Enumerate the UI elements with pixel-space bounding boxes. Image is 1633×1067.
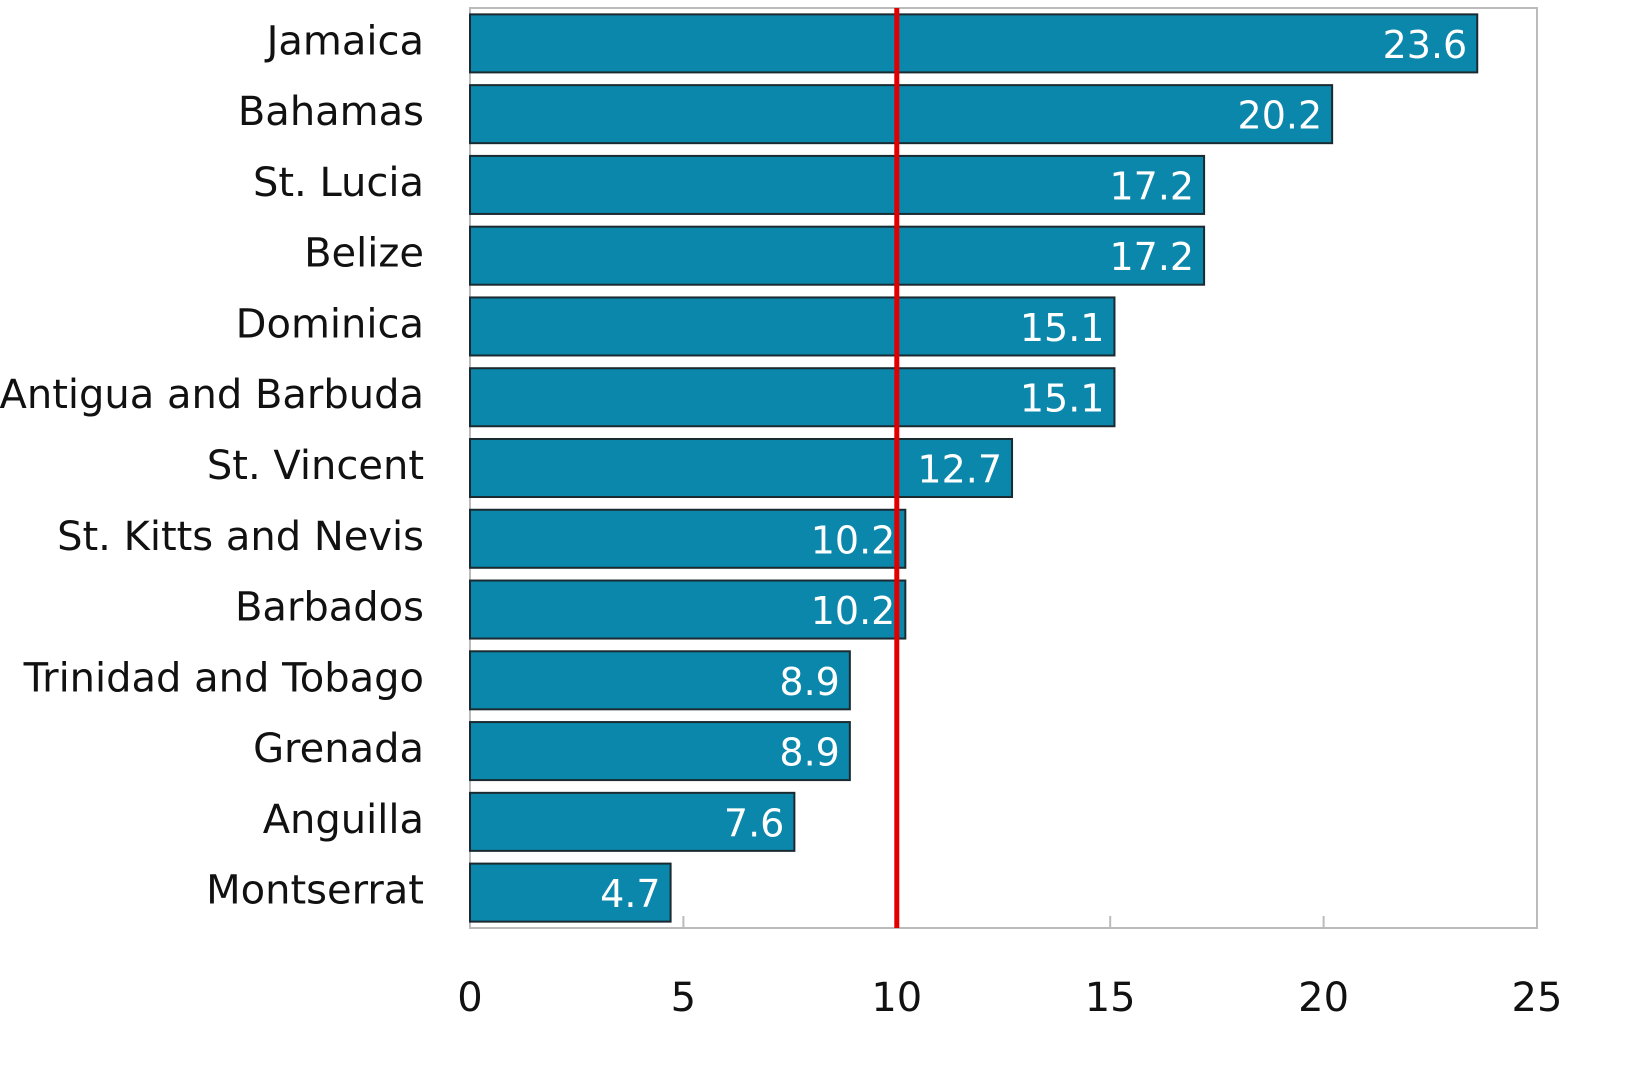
value-label: 17.2 [1109, 164, 1194, 208]
bar [469, 84, 1334, 145]
x-tick-label: 10 [871, 975, 922, 1021]
bar [469, 13, 1479, 74]
y-tick-label: St. Vincent [207, 443, 424, 489]
y-tick-label: St. Kitts and Nevis [57, 514, 424, 560]
value-label: 12.7 [917, 448, 1002, 492]
x-tick-label: 0 [457, 975, 482, 1021]
y-tick-label: Trinidad and Tobago [23, 655, 424, 701]
x-tick-label: 15 [1085, 975, 1136, 1021]
bar [469, 791, 796, 852]
bar [469, 437, 1014, 499]
bar [469, 862, 672, 923]
bar [469, 367, 1116, 428]
bar [469, 508, 907, 569]
x-tick-label: 20 [1298, 975, 1349, 1021]
y-tick-label: Grenada [253, 726, 424, 772]
value-label: 10.2 [811, 518, 896, 562]
bar [469, 579, 907, 640]
bar [469, 650, 851, 711]
value-label: 15.1 [1020, 306, 1105, 350]
x-tick-label: 5 [671, 975, 696, 1021]
value-label: 15.1 [1020, 377, 1105, 421]
value-label: 8.9 [779, 660, 839, 704]
y-tick-label: Anguilla [263, 797, 424, 843]
bar [469, 225, 1206, 286]
value-label: 7.6 [724, 801, 784, 845]
y-tick-label: Dominica [236, 301, 424, 347]
value-label: 8.9 [779, 731, 839, 775]
value-label: 17.2 [1109, 235, 1194, 279]
value-label: 20.2 [1238, 94, 1323, 138]
x-tick-label: 25 [1512, 975, 1563, 1021]
value-label: 23.6 [1383, 23, 1468, 67]
y-tick-label: Montserrat [206, 868, 424, 914]
y-tick-label: Barbados [235, 585, 424, 631]
bar [469, 296, 1116, 357]
bar [469, 721, 851, 782]
y-tick-label: Antigua and Barbuda [0, 372, 424, 418]
y-tick-label: St. Lucia [253, 160, 424, 206]
bar [469, 154, 1206, 215]
y-tick-label: Belize [304, 231, 424, 277]
value-label: 10.2 [811, 589, 896, 633]
y-tick-label: Bahamas [238, 89, 424, 135]
value-label: 4.7 [600, 872, 660, 916]
y-tick-label: Jamaica [264, 18, 424, 64]
